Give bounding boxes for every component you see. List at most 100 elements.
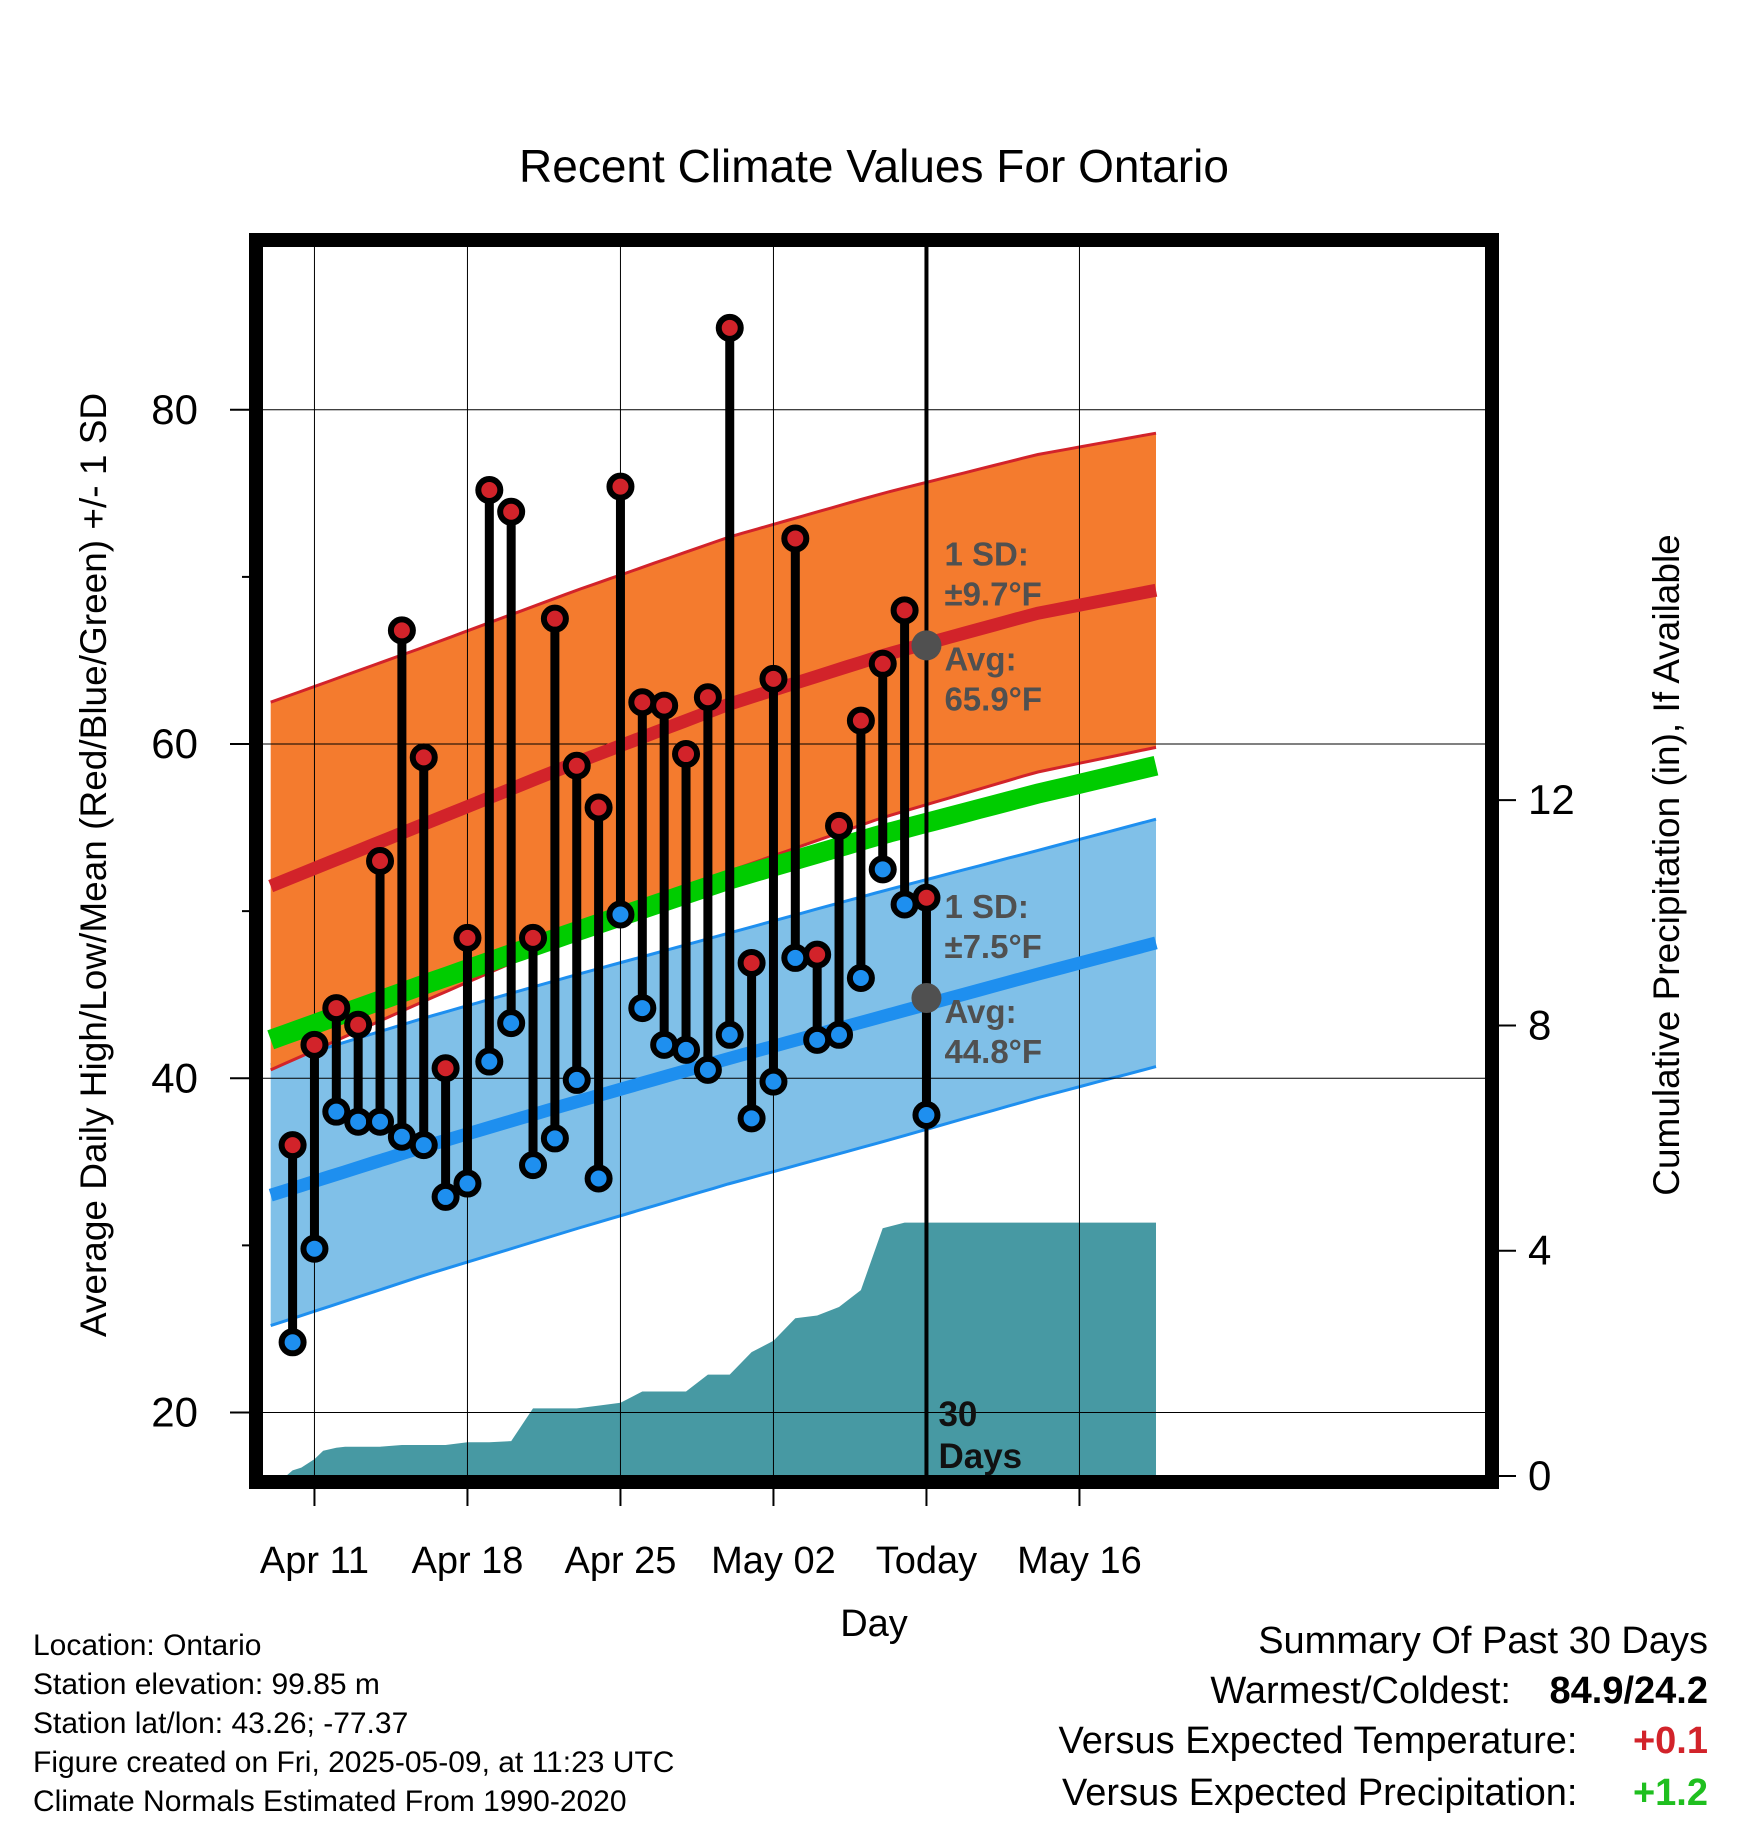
y-axis-label-right: Cumulative Precipitation (in), If Availa… — [1646, 534, 1687, 1196]
bottom-tick-label: Today — [876, 1540, 977, 1582]
daily-high-point — [781, 524, 810, 553]
elevation-text: Station elevation: 99.85 m — [33, 1668, 380, 1701]
daily-high-point — [868, 649, 897, 678]
bottom-tick-label: Apr 11 — [260, 1540, 369, 1582]
daily-high-point — [453, 923, 482, 952]
daily-high-point — [737, 948, 766, 977]
daily-high-point — [912, 883, 941, 912]
station-info: Location: Ontario Station elevation: 99.… — [33, 1626, 674, 1821]
latlon-text: Station lat/lon: 43.26; -77.37 — [33, 1707, 409, 1740]
daily-high-point — [475, 475, 504, 504]
high-avg-label: Avg: — [944, 640, 1016, 677]
daily-low-point — [409, 1131, 438, 1160]
days-label: 30 — [938, 1395, 977, 1434]
daily-low-point — [759, 1067, 788, 1096]
summary-temp: Versus Expected Temperature: +0.1 — [1059, 1720, 1708, 1763]
right-tick-label: 0 — [1528, 1452, 1551, 1499]
summary-precip: Versus Expected Precipitation: +1.2 — [1062, 1772, 1708, 1815]
daily-low-point — [912, 1101, 941, 1130]
daily-low-point — [715, 1020, 744, 1049]
low-avg-label: Avg: — [944, 993, 1016, 1030]
daily-high-point — [825, 811, 854, 840]
warmest-value: 84.9/24.2 — [1549, 1670, 1708, 1712]
low-sd-label: 1 SD: — [944, 888, 1028, 925]
daily-low-point — [475, 1047, 504, 1076]
location-text: Location: Ontario — [33, 1629, 262, 1662]
daily-high-point — [278, 1131, 307, 1160]
daily-low-point — [519, 1151, 548, 1180]
daily-low-point — [693, 1055, 722, 1084]
plot-frame — [249, 233, 1499, 1489]
daily-low-point — [825, 1020, 854, 1049]
daily-high-point — [759, 664, 788, 693]
daily-low-point — [628, 994, 657, 1023]
high-avg-value: 65.9°F — [944, 680, 1042, 717]
temp-label: Versus Expected Temperature: — [1058, 1720, 1578, 1762]
daily-high-point — [715, 313, 744, 342]
daily-high-point — [562, 751, 591, 780]
daily-low-point — [781, 943, 810, 972]
bottom-tick-label: Apr 25 — [564, 1540, 676, 1582]
normal-mean-line — [267, 755, 1159, 1050]
daily-high-point — [650, 691, 679, 720]
daily-low-point — [322, 1097, 351, 1126]
daily-low-point — [672, 1035, 701, 1064]
daily-low-point — [890, 890, 919, 919]
daily-low-point — [650, 1030, 679, 1059]
daily-high-point — [846, 706, 875, 735]
daily-low-point — [387, 1122, 416, 1151]
daily-low-point — [540, 1124, 569, 1153]
daily-high-point — [890, 596, 919, 625]
daily-high-point — [519, 923, 548, 952]
daily-high-point — [409, 743, 438, 772]
daily-high-point — [300, 1030, 329, 1059]
temp-value: +0.1 — [1632, 1720, 1708, 1762]
daily-high-point — [540, 604, 569, 633]
created-text: Figure created on Fri, 2025-05-09, at 11… — [33, 1746, 675, 1779]
daily-high-point — [497, 497, 526, 526]
daily-low-point — [606, 900, 635, 929]
normal-high-line — [268, 583, 1158, 893]
high-sd-value: ±9.7°F — [944, 575, 1041, 612]
bottom-tick-label: May 02 — [711, 1540, 836, 1582]
high-sd-label: 1 SD: — [944, 535, 1028, 572]
left-tick-label: 40 — [151, 1054, 198, 1101]
bottom-axis: Apr 11 Apr 18 Apr 25 May 02 Today May 16 — [260, 1482, 1142, 1582]
daily-low-point — [562, 1065, 591, 1094]
daily-high-point — [366, 847, 395, 875]
summary-warmest: Warmest/Coldest: 84.9/24.2 — [1210, 1670, 1708, 1713]
daily-low-point — [846, 963, 875, 992]
right-axis: 0 4 8 12 — [1492, 776, 1575, 1499]
low-avg-value: 44.8°F — [944, 1033, 1042, 1070]
low-band-lower-edge — [270, 1065, 1157, 1328]
low-sd-value: ±7.5°F — [944, 928, 1041, 965]
warmest-label: Warmest/Coldest: — [1210, 1670, 1511, 1712]
x-axis-label: Day — [840, 1603, 908, 1645]
high-band-upper-edge — [270, 431, 1157, 704]
daily-low-point — [366, 1107, 395, 1136]
daily-high-point — [322, 994, 351, 1023]
left-axis: 20 40 60 80 — [151, 386, 256, 1435]
daily-high-point — [344, 1010, 373, 1039]
right-tick-label: 8 — [1528, 1001, 1551, 1048]
today-low-avg-dot — [911, 983, 942, 1014]
precip-label: Versus Expected Precipitation: — [1062, 1772, 1578, 1814]
daily-low-point — [278, 1328, 307, 1357]
today-high-avg-dot — [911, 630, 942, 661]
y-axis-label-left: Average Daily High/Low/Mean (Red/Blue/Gr… — [73, 393, 114, 1337]
daily-high-point — [387, 616, 416, 645]
daily-low-point — [737, 1104, 766, 1133]
daily-high-point — [584, 793, 613, 822]
chart-title: Recent Climate Values For Ontario — [519, 140, 1229, 192]
left-tick-label: 80 — [151, 386, 198, 433]
daily-high-point — [628, 688, 657, 717]
daily-high-point — [606, 472, 635, 501]
summary-heading: Summary Of Past 30 Days — [1258, 1620, 1708, 1662]
daily-low-point — [868, 855, 897, 884]
daily-low-point — [300, 1234, 329, 1263]
precip-value: +1.2 — [1632, 1772, 1708, 1814]
daily-high-point — [431, 1054, 460, 1083]
daily-low-point — [497, 1009, 526, 1038]
